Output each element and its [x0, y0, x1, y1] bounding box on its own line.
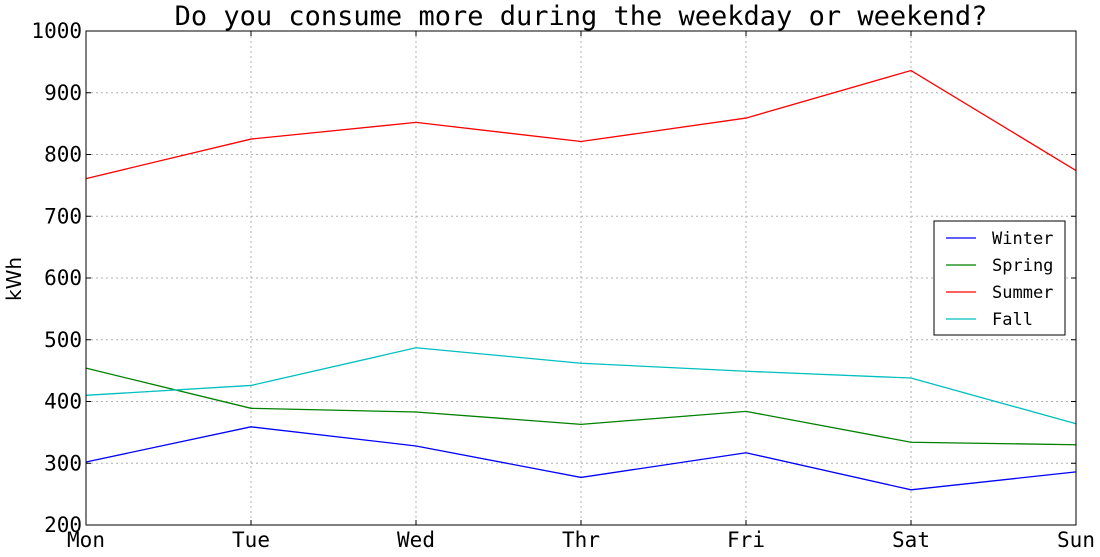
y-axis-label: kWh: [2, 257, 26, 301]
grid: [85, 30, 1077, 526]
x-tick-label: Fri: [727, 528, 765, 552]
y-tick-label: 500: [44, 328, 82, 352]
legend-label-summer: Summer: [992, 283, 1053, 303]
axis-ticks: 200 300 400 500 600 700 800 900 1000 Mon Tue Wed Thr…: [31, 19, 1095, 552]
legend-label-fall: Fall: [992, 310, 1033, 330]
x-tick-label: Tue: [232, 528, 270, 552]
y-tick-label: 900: [44, 81, 82, 105]
x-tick-label: Sat: [892, 528, 930, 552]
series-line-spring: [85, 367, 1077, 446]
series-line-fall: [85, 347, 1077, 425]
x-tick-label: Thr: [562, 528, 600, 552]
y-tick-label: 600: [44, 266, 82, 290]
y-tick-label: 300: [44, 451, 82, 475]
legend-label-winter: Winter: [992, 229, 1053, 249]
legend-label-spring: Spring: [992, 256, 1053, 276]
series-line-winter: [85, 426, 1077, 491]
chart-title: Do you consume more during the weekday o…: [175, 1, 988, 32]
legend-box: [933, 220, 1066, 336]
y-tick-label: 400: [44, 390, 82, 414]
series-line-summer: [85, 69, 1077, 180]
legend: Winter Spring Summer Fall: [933, 220, 1066, 336]
x-tick-label: Wed: [397, 528, 435, 552]
y-tick-label: 700: [44, 204, 82, 228]
y-tick-label: 800: [44, 143, 82, 167]
y-tick-label: 200: [44, 513, 82, 537]
x-tick-label: Sun: [1057, 528, 1095, 552]
series-lines: [85, 69, 1077, 491]
y-tick-label: 1000: [31, 19, 82, 43]
x-tick-label: Mon: [67, 528, 105, 552]
